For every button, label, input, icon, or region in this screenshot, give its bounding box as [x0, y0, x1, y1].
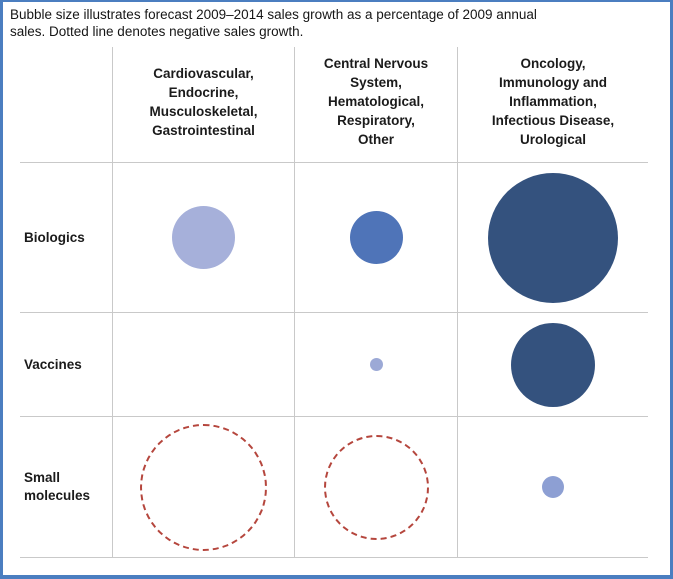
negative-growth-dashed-circle — [140, 423, 267, 551]
column-header-cns: Central Nervous System, Hematological, R… — [295, 47, 458, 163]
matrix-cell — [113, 163, 295, 313]
matrix-cell — [113, 417, 295, 558]
row-label-small-molecules: Small molecules — [20, 417, 113, 558]
column-header-oncology: Oncology, Immunology and Inflammation, I… — [458, 47, 648, 163]
sales-growth-bubble — [488, 172, 618, 303]
matrix-corner-cell — [20, 47, 113, 163]
matrix-cell — [458, 313, 648, 417]
matrix-cell — [295, 417, 458, 558]
sales-growth-bubble — [542, 476, 564, 498]
matrix-cell — [295, 163, 458, 313]
matrix-cell — [295, 313, 458, 417]
matrix-cell — [458, 163, 648, 313]
sales-growth-bubble — [349, 211, 403, 264]
sales-growth-bubble — [172, 206, 235, 269]
chart-caption: Bubble size illustrates forecast 2009–20… — [10, 7, 537, 39]
column-header-cardiovascular: Cardiovascular, Endocrine, Musculoskelet… — [113, 47, 295, 163]
negative-growth-dashed-circle — [323, 434, 429, 540]
row-label-biologics: Biologics — [20, 163, 113, 313]
bubble-matrix: Cardiovascular, Endocrine, Musculoskelet… — [20, 47, 648, 558]
row-label-vaccines: Vaccines — [20, 313, 113, 417]
sales-growth-bubble — [511, 322, 595, 407]
sales-growth-bubble — [369, 358, 383, 371]
matrix-cell — [113, 313, 295, 417]
matrix-cell — [458, 417, 648, 558]
